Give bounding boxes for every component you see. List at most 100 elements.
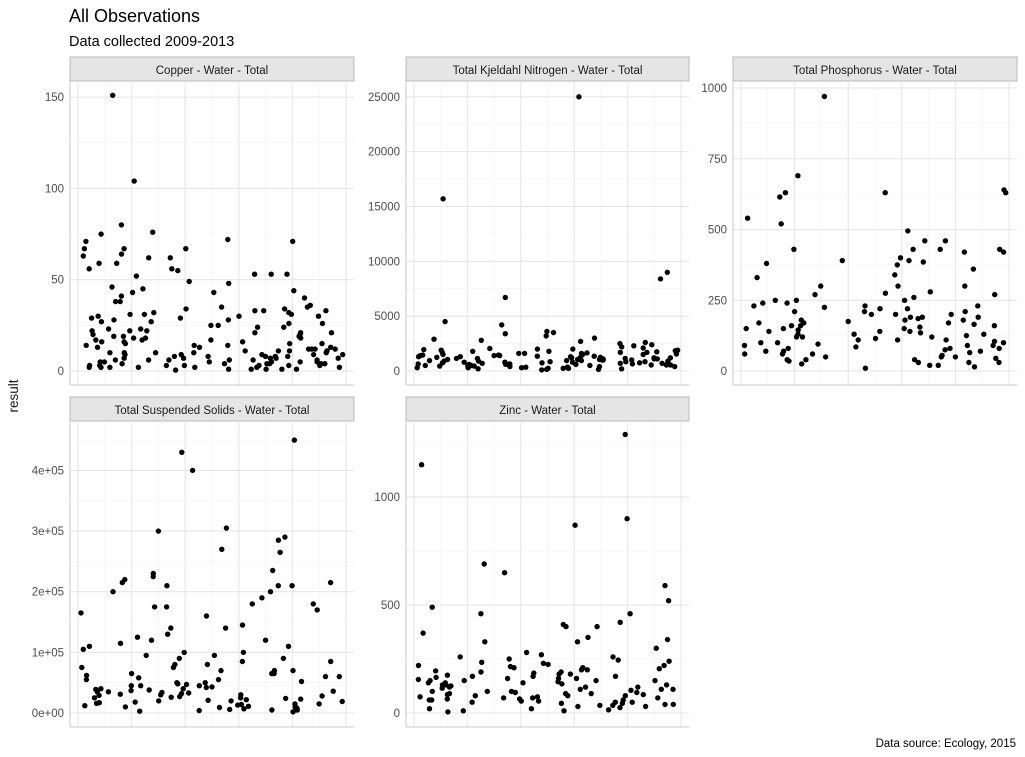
data-point (208, 322, 214, 329)
data-point (211, 652, 218, 659)
data-point (203, 684, 209, 691)
data-point (205, 353, 211, 360)
y-tick-label: 150 (45, 92, 64, 104)
data-point (534, 346, 541, 352)
data-point (981, 331, 987, 337)
data-point (150, 229, 156, 235)
data-point (877, 306, 883, 312)
data-point (215, 322, 221, 329)
data-point (465, 363, 471, 369)
data-point (902, 317, 908, 323)
data-point (631, 343, 637, 349)
data-point (791, 308, 798, 315)
data-point (208, 337, 214, 343)
y-tick-label: 1e+05 (32, 647, 64, 659)
data-point (235, 702, 241, 708)
data-point (172, 367, 179, 373)
data-point (461, 359, 467, 365)
data-point (285, 643, 292, 649)
data-point (86, 364, 92, 370)
data-point (663, 682, 670, 688)
data-point (96, 260, 102, 266)
data-point (560, 365, 566, 371)
data-point (211, 289, 217, 296)
data-point (521, 350, 528, 357)
data-point (478, 611, 484, 617)
data-point (228, 698, 234, 704)
data-point (785, 345, 791, 352)
data-point (443, 682, 449, 688)
data-point (107, 364, 113, 370)
y-tick-label: 500 (381, 600, 400, 612)
data-point (118, 293, 125, 299)
data-point (267, 589, 274, 595)
data-point (127, 311, 133, 318)
data-point (297, 359, 303, 365)
data-point (642, 359, 648, 365)
data-point (225, 366, 232, 372)
data-point (216, 704, 223, 711)
y-tick-label: 3e+05 (32, 526, 64, 538)
data-point (332, 346, 338, 352)
data-point (312, 346, 318, 352)
data-point (788, 323, 795, 329)
data-point (482, 639, 488, 645)
data-point (121, 350, 128, 356)
data-point (561, 708, 567, 714)
data-point (574, 639, 581, 645)
data-point (215, 676, 222, 683)
data-point (560, 621, 566, 628)
data-point (461, 677, 467, 684)
data-point (145, 357, 152, 363)
data-point (119, 579, 126, 586)
data-point (667, 362, 674, 368)
data-point (117, 298, 123, 305)
data-point (659, 360, 665, 366)
data-point (977, 348, 984, 354)
data-point (996, 359, 1002, 366)
data-point (617, 360, 623, 366)
data-point (501, 570, 508, 576)
data-point (319, 320, 326, 327)
data-point (268, 271, 274, 277)
data-point (640, 345, 646, 351)
data-point (150, 573, 156, 580)
data-point (263, 366, 269, 372)
data-point (186, 690, 192, 696)
data-point (415, 361, 421, 367)
data-point (545, 365, 551, 371)
data-point (1000, 249, 1007, 255)
y-tick-label: 4e+05 (32, 465, 64, 477)
data-point (460, 708, 466, 714)
data-point (894, 337, 901, 343)
data-point (163, 604, 170, 610)
data-point (469, 673, 476, 679)
data-point (605, 707, 612, 713)
data-point (653, 645, 659, 651)
data-point (672, 363, 678, 370)
data-point (243, 697, 249, 703)
data-point (328, 658, 334, 665)
data-point (655, 695, 661, 701)
data-point (795, 173, 801, 179)
data-point (280, 655, 287, 662)
data-point (95, 313, 101, 319)
data-point (1001, 187, 1007, 193)
data-point (206, 359, 212, 365)
data-point (594, 623, 600, 630)
data-point (270, 567, 276, 574)
data-point (670, 701, 676, 708)
data-point (612, 673, 619, 679)
data-point (290, 667, 296, 674)
data-point (237, 695, 244, 701)
data-point (664, 269, 670, 275)
data-point (623, 359, 629, 365)
data-point (83, 238, 89, 245)
data-point (111, 317, 117, 323)
data-point (567, 671, 574, 677)
data-point (862, 365, 869, 371)
data-point (151, 309, 157, 316)
data-point (927, 289, 933, 295)
data-point (209, 684, 215, 690)
data-point (484, 688, 490, 695)
